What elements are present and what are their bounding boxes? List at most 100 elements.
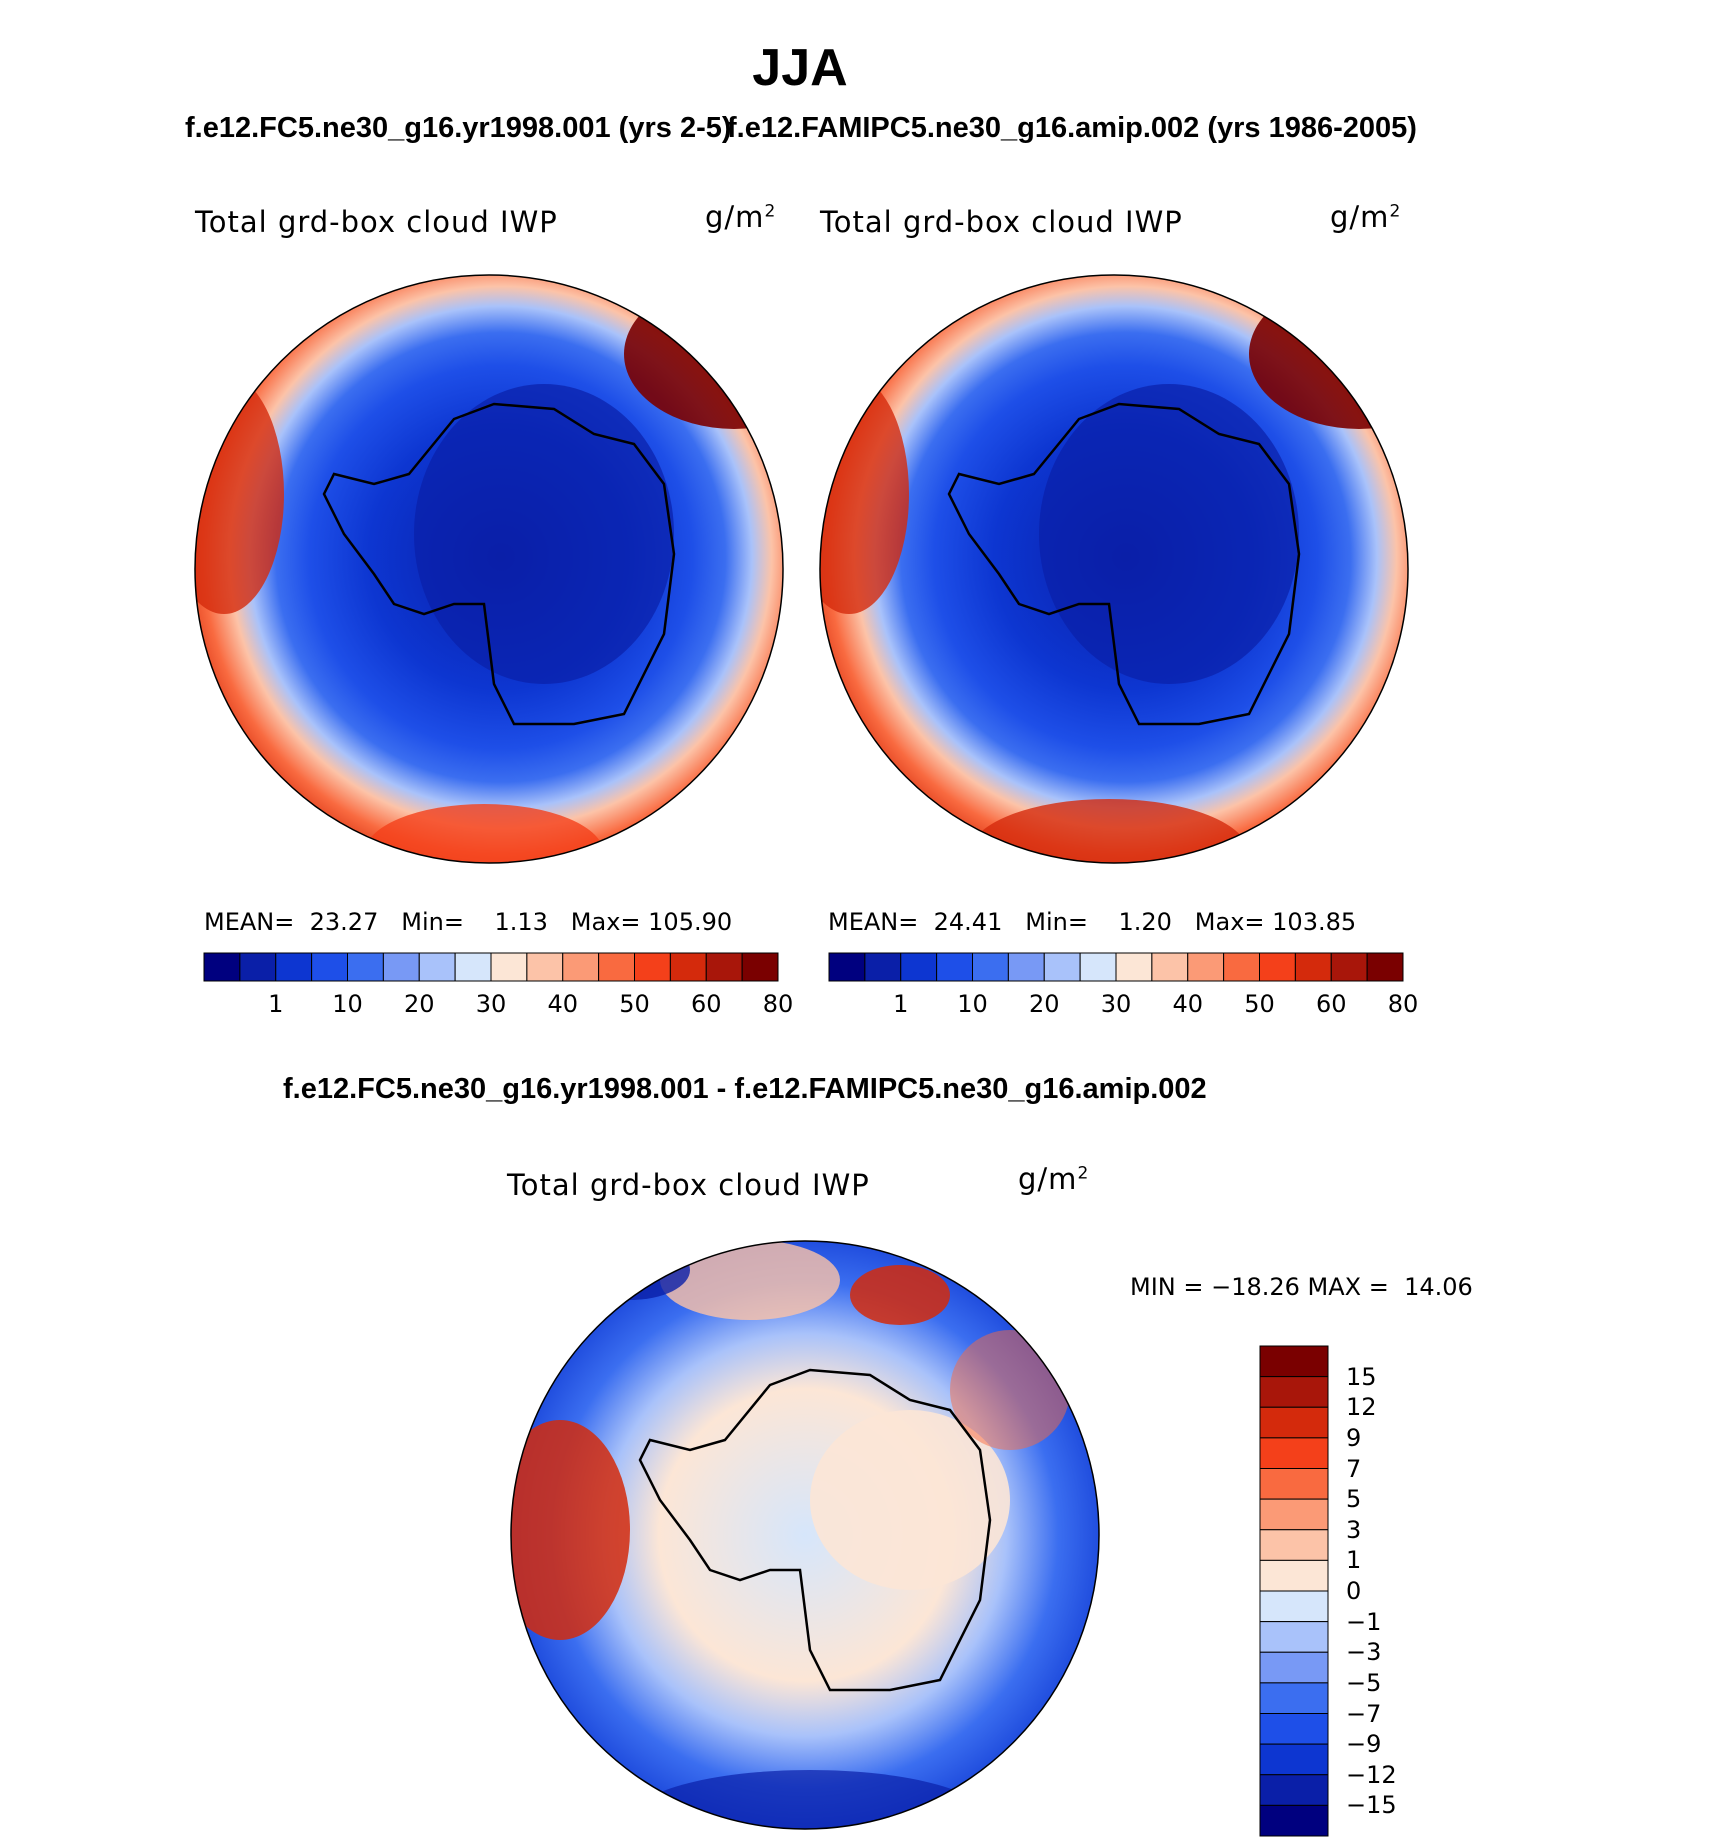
panel2-colorbar-tick-label: 40 xyxy=(1172,990,1204,1018)
panel2-colorbar-swatch xyxy=(1187,952,1225,982)
panel2-colorbar-swatch xyxy=(1330,952,1368,982)
panel2-colorbar-swatch xyxy=(1151,952,1189,982)
difference-colorbar-swatch xyxy=(1259,1621,1329,1653)
difference-colorbar-swatch xyxy=(1259,1590,1329,1623)
panel2-colorbar-swatch xyxy=(864,952,902,982)
panel2-colorbar-swatch xyxy=(1115,952,1153,982)
panel2-colorbar-swatch xyxy=(828,952,866,982)
panel2-case-title: f.e12.FAMIPC5.ne30_g16.amip.002 (yrs 198… xyxy=(727,112,1417,144)
panel2-variable-label: Total grd-box cloud IWP xyxy=(820,205,1183,239)
panel2-stats: MEAN= 24.41 Min= 1.20 Max= 103.85 xyxy=(828,908,1357,936)
panel2-colorbar-swatch xyxy=(1079,952,1117,982)
difference-colorbar-tick-label: 3 xyxy=(1346,1515,1362,1544)
panel2-colorbar-tick-label: 1 xyxy=(893,990,909,1018)
panel1-colorbar-swatch xyxy=(203,952,241,982)
panel1-variable-label: Total grd-box cloud IWP xyxy=(195,205,558,239)
panel1-colorbar-tick-label: 60 xyxy=(690,990,722,1018)
panel1-colorbar-swatch xyxy=(239,952,277,982)
panel1-colorbar-ticks: 1 10 20 30 40 50 60 80 xyxy=(204,990,793,1020)
panel1-colorbar xyxy=(203,952,779,982)
difference-colorbar-swatch xyxy=(1259,1529,1329,1561)
main-title: JJA xyxy=(752,39,848,97)
difference-colorbar-swatch xyxy=(1259,1345,1329,1378)
panel1-colorbar-tick-label: 30 xyxy=(475,990,507,1018)
difference-colorbar-tick-label: −9 xyxy=(1346,1730,1382,1759)
panel2-colorbar-swatch xyxy=(1366,952,1404,982)
difference-colorbar-tick-label: 5 xyxy=(1346,1485,1362,1514)
difference-colorbar-swatch xyxy=(1259,1437,1329,1469)
panel1-colorbar-swatch xyxy=(454,952,492,982)
panel2-colorbar-swatch xyxy=(936,952,973,982)
difference-colorbar-swatch xyxy=(1259,1468,1329,1500)
panel1-colorbar-swatch xyxy=(347,952,384,982)
difference-units-label: g/m2 xyxy=(1018,1162,1090,1196)
panel1-colorbar-tick-label: 80 xyxy=(762,990,794,1018)
panel1-colorbar-swatch xyxy=(669,952,707,982)
difference-colorbar-swatch xyxy=(1259,1376,1329,1408)
difference-colorbar-tick-label: −1 xyxy=(1346,1607,1382,1636)
panel2-colorbar-swatch xyxy=(1007,952,1045,982)
panel2-antarctica-outline xyxy=(947,402,1301,726)
panel1-colorbar-swatch xyxy=(741,952,779,982)
difference-colorbar-swatch xyxy=(1259,1743,1329,1776)
panel2-colorbar-swatch xyxy=(1223,952,1260,982)
difference-colorbar-swatch xyxy=(1259,1804,1329,1837)
panel1-antarctica-outline xyxy=(322,402,676,726)
difference-colorbar-swatch xyxy=(1259,1498,1329,1531)
difference-colorbar-swatch xyxy=(1259,1559,1329,1592)
panel1-stats: MEAN= 23.27 Min= 1.13 Max= 105.90 xyxy=(204,908,733,936)
panel1-colorbar-tick-label: 50 xyxy=(619,990,650,1018)
panel1-case-title: f.e12.FC5.ne30_g16.yr1998.001 (yrs 2-5) xyxy=(185,112,732,144)
difference-colorbar-tick-label: −3 xyxy=(1346,1638,1382,1667)
difference-title: f.e12.FC5.ne30_g16.yr1998.001 - f.e12.FA… xyxy=(283,1073,1207,1105)
difference-variable-label: Total grd-box cloud IWP xyxy=(507,1168,870,1202)
panel2-units-label: g/m2 xyxy=(1330,200,1402,234)
panel2-colorbar-swatch xyxy=(972,952,1009,982)
panel2-colorbar-swatch xyxy=(1259,952,1296,982)
panel2-colorbar-ticks: 1 10 20 30 40 50 60 80 xyxy=(829,990,1418,1020)
difference-colorbar-ticks: 15 12 9 7 5 3 1 0 −1 −3 −5 −7 −9 −12 −15 xyxy=(1346,1346,1426,1836)
difference-colorbar-swatch xyxy=(1259,1406,1329,1439)
difference-colorbar-swatch xyxy=(1259,1774,1329,1806)
difference-colorbar xyxy=(1259,1345,1329,1837)
panel1-colorbar-tick-label: 10 xyxy=(332,990,363,1018)
difference-colorbar-tick-label: −15 xyxy=(1346,1791,1397,1820)
panel1-colorbar-swatch xyxy=(418,952,456,982)
panel1-colorbar-swatch xyxy=(490,952,528,982)
panel1-units-label: g/m2 xyxy=(705,200,777,234)
panel2-colorbar-tick-label: 80 xyxy=(1387,990,1419,1018)
difference-colorbar-tick-label: 0 xyxy=(1346,1577,1362,1605)
difference-colorbar-tick-label: 15 xyxy=(1346,1362,1377,1391)
difference-colorbar-tick-label: −12 xyxy=(1346,1760,1397,1789)
panel1-colorbar-swatch xyxy=(526,952,564,982)
panel1-colorbar-tick-label: 1 xyxy=(268,990,284,1018)
panel2-colorbar-swatch xyxy=(1294,952,1332,982)
difference-colorbar-tick-label: 12 xyxy=(1346,1393,1377,1422)
panel1-colorbar-swatch xyxy=(598,952,635,982)
panel2-colorbar xyxy=(828,952,1404,982)
panel2-colorbar-tick-label: 60 xyxy=(1315,990,1347,1018)
difference-minmax: MIN = −18.26 MAX = 14.06 xyxy=(1130,1273,1473,1301)
difference-colorbar-tick-label: 7 xyxy=(1346,1454,1362,1483)
panel1-polar-map xyxy=(194,274,784,864)
panel2-colorbar-tick-label: 30 xyxy=(1100,990,1132,1018)
panel1-colorbar-swatch xyxy=(382,952,420,982)
difference-colorbar-swatch xyxy=(1259,1682,1329,1714)
difference-antarctica-outline xyxy=(638,1368,992,1692)
panel2-colorbar-tick-label: 50 xyxy=(1244,990,1275,1018)
difference-polar-map xyxy=(510,1240,1100,1830)
panel2-colorbar-swatch xyxy=(900,952,938,982)
panel1-colorbar-swatch xyxy=(311,952,348,982)
panel1-colorbar-swatch xyxy=(705,952,743,982)
panel1-colorbar-tick-label: 40 xyxy=(547,990,579,1018)
panel2-polar-map xyxy=(819,274,1409,864)
difference-colorbar-tick-label: 1 xyxy=(1346,1546,1362,1575)
panel1-colorbar-swatch xyxy=(634,952,671,982)
panel1-colorbar-swatch xyxy=(275,952,313,982)
panel2-colorbar-tick-label: 10 xyxy=(957,990,988,1018)
difference-colorbar-tick-label: 9 xyxy=(1346,1423,1362,1452)
panel1-colorbar-swatch xyxy=(562,952,600,982)
difference-colorbar-tick-label: −5 xyxy=(1346,1668,1382,1697)
difference-colorbar-tick-label: −7 xyxy=(1346,1699,1382,1728)
panel2-colorbar-swatch xyxy=(1043,952,1081,982)
